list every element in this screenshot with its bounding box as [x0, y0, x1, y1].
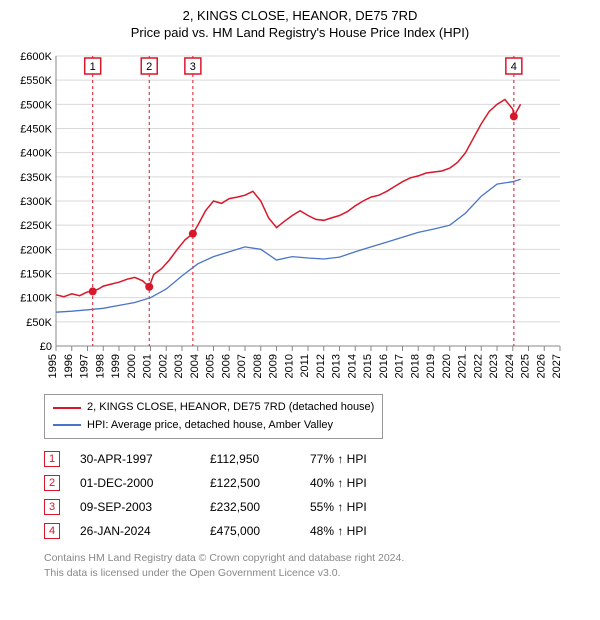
sale-date: 01-DEC-2000 [80, 476, 190, 490]
series-property [56, 100, 521, 297]
y-tick-label: £0 [40, 341, 52, 353]
x-tick-label: 2023 [488, 354, 500, 378]
sale-marker-number: 2 [146, 61, 152, 73]
x-tick-label: 2014 [346, 354, 358, 378]
y-tick-label: £50K [26, 317, 52, 329]
sale-price: £475,000 [210, 524, 290, 538]
chart-svg: £0 £50K £100K £150K £200K £250K £300K £350K £400… [8, 48, 568, 388]
y-tick-label: £400K [20, 148, 52, 160]
sale-date: 30-APR-1997 [80, 452, 190, 466]
x-tick-label: 1998 [94, 354, 106, 378]
chart-legend: 2, KINGS CLOSE, HEANOR, DE75 7RD (detach… [44, 394, 383, 439]
x-tick-label: 1995 [47, 354, 59, 378]
sale-marker-number: 1 [90, 61, 96, 73]
page-title: 2, KINGS CLOSE, HEANOR, DE75 7RD [8, 8, 592, 23]
sale-price: £122,500 [210, 476, 290, 490]
y-tick-label: £100K [20, 293, 52, 305]
licence-footer: Contains HM Land Registry data © Crown c… [44, 551, 592, 580]
x-tick-label: 2022 [472, 354, 484, 378]
legend-label: 2, KINGS CLOSE, HEANOR, DE75 7RD (detach… [87, 399, 374, 417]
x-tick-label: 2002 [157, 354, 169, 378]
page-subtitle: Price paid vs. HM Land Registry's House … [8, 25, 592, 40]
sale-point-dot [189, 230, 197, 238]
x-tick-label: 2000 [126, 354, 138, 378]
x-tick-label: 2018 [409, 354, 421, 378]
legend-swatch [53, 407, 81, 409]
x-tick-label: 2010 [283, 354, 295, 378]
sale-pct: 40% ↑ HPI [310, 476, 400, 490]
sale-pct: 77% ↑ HPI [310, 452, 400, 466]
sale-row: 1 30-APR-1997 £112,950 77% ↑ HPI [44, 447, 592, 471]
x-tick-label: 2026 [535, 354, 547, 378]
footer-line-1: Contains HM Land Registry data © Crown c… [44, 551, 592, 566]
sale-date: 26-JAN-2024 [80, 524, 190, 538]
y-tick-label: £450K [20, 124, 52, 136]
y-tick-label: £350K [20, 172, 52, 184]
y-tick-label: £250K [20, 220, 52, 232]
series-hpi [56, 179, 521, 312]
x-tick-label: 1996 [63, 354, 75, 378]
x-tick-label: 2008 [252, 354, 264, 378]
sale-date: 09-SEP-2003 [80, 500, 190, 514]
sale-pct: 48% ↑ HPI [310, 524, 400, 538]
y-tick-label: £150K [20, 269, 52, 281]
sale-row-marker: 3 [44, 499, 60, 515]
legend-row: HPI: Average price, detached house, Ambe… [53, 417, 374, 435]
x-tick-label: 2017 [394, 354, 406, 378]
legend-label: HPI: Average price, detached house, Ambe… [87, 417, 333, 435]
footer-line-2: This data is licensed under the Open Gov… [44, 566, 592, 581]
sale-marker-number: 3 [190, 61, 196, 73]
sale-point-dot [145, 283, 153, 291]
legend-row: 2, KINGS CLOSE, HEANOR, DE75 7RD (detach… [53, 399, 374, 417]
sale-row-marker: 1 [44, 451, 60, 467]
x-tick-label: 2009 [268, 354, 280, 378]
sale-marker-number: 4 [511, 61, 517, 73]
y-tick-label: £200K [20, 244, 52, 256]
x-tick-label: 2004 [189, 354, 201, 378]
y-tick-label: £500K [20, 99, 52, 111]
sale-row: 3 09-SEP-2003 £232,500 55% ↑ HPI [44, 495, 592, 519]
sales-table: 1 30-APR-1997 £112,950 77% ↑ HPI 2 01-DEC-200… [44, 447, 592, 543]
sale-point-dot [89, 287, 97, 295]
x-tick-label: 2013 [331, 354, 343, 378]
y-tick-label: £600K [20, 51, 52, 63]
x-tick-label: 2007 [236, 354, 248, 378]
sale-row: 4 26-JAN-2024 £475,000 48% ↑ HPI [44, 519, 592, 543]
x-tick-label: 1997 [79, 354, 91, 378]
sale-price: £112,950 [210, 452, 290, 466]
y-tick-label: £550K [20, 75, 52, 87]
x-tick-label: 2024 [504, 354, 516, 378]
sale-row-marker: 2 [44, 475, 60, 491]
sale-row: 2 01-DEC-2000 £122,500 40% ↑ HPI [44, 471, 592, 495]
x-tick-label: 2025 [520, 354, 532, 378]
x-tick-label: 2016 [378, 354, 390, 378]
x-tick-label: 2015 [362, 354, 374, 378]
sale-row-marker: 4 [44, 523, 60, 539]
x-tick-label: 2011 [299, 354, 311, 378]
x-tick-label: 2019 [425, 354, 437, 378]
sale-price: £232,500 [210, 500, 290, 514]
x-tick-label: 2003 [173, 354, 185, 378]
x-tick-label: 2001 [142, 354, 154, 378]
sale-pct: 55% ↑ HPI [310, 500, 400, 514]
x-tick-label: 2020 [441, 354, 453, 378]
x-tick-label: 2027 [551, 354, 563, 378]
x-tick-label: 1999 [110, 354, 122, 378]
sale-point-dot [510, 112, 518, 120]
x-tick-label: 2012 [315, 354, 327, 378]
price-chart: £0 £50K £100K £150K £200K £250K £300K £350K £400… [8, 48, 592, 388]
y-tick-label: £300K [20, 196, 52, 208]
legend-swatch [53, 424, 81, 426]
x-tick-label: 2021 [457, 354, 469, 378]
x-tick-label: 2005 [205, 354, 217, 378]
x-tick-label: 2006 [220, 354, 232, 378]
